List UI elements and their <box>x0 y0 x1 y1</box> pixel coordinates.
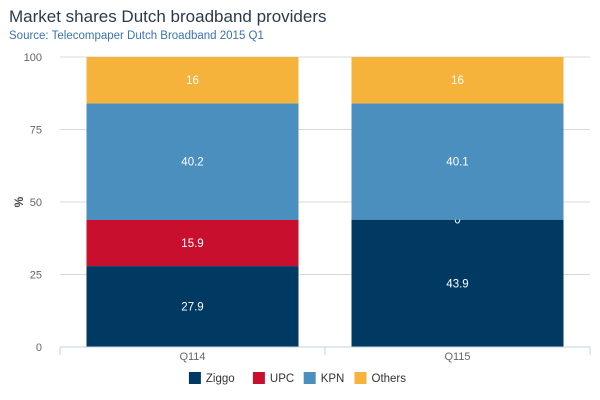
y-axis-title: % <box>12 196 26 207</box>
bar-segment-others <box>86 57 299 104</box>
legend-swatch-others <box>354 372 367 384</box>
bar-segment-ziggo <box>86 266 299 347</box>
data-label: 16 <box>451 75 464 87</box>
data-label: 15.9 <box>181 238 203 250</box>
legend-label-upc: UPC <box>270 373 294 385</box>
legend-label-kpn: KPN <box>321 373 345 385</box>
legend-swatch-kpn <box>303 372 316 384</box>
data-label: 0 <box>454 215 460 227</box>
legend-label-ziggo: Ziggo <box>206 373 235 385</box>
bar-segment-others <box>351 57 564 104</box>
legend-swatch-ziggo <box>188 372 201 384</box>
chart-title: Market shares Dutch broadband providers <box>9 7 327 26</box>
bar-segment-kpn <box>351 103 564 220</box>
y-tick-label: 25 <box>30 270 42 282</box>
bar-segment-upc <box>86 219 299 267</box>
x-tick-label: Q114 <box>179 351 205 363</box>
chart-subtitle: Source: Telecompaper Dutch Broadband 201… <box>9 30 264 42</box>
bar-segment-ziggo <box>351 219 564 347</box>
data-label: 27.9 <box>181 302 203 314</box>
y-tick-label: 100 <box>24 52 42 64</box>
x-tick-label: Q115 <box>444 351 470 363</box>
y-tick-label: 75 <box>30 125 42 137</box>
data-label: 16 <box>186 75 199 87</box>
data-label: 43.9 <box>446 278 468 290</box>
y-tick-label: 0 <box>36 342 42 354</box>
data-label: 40.1 <box>446 157 468 169</box>
data-label: 40.2 <box>181 157 203 169</box>
legend-swatch-upc <box>252 372 265 384</box>
legend-label-others: Others <box>372 373 407 385</box>
y-tick-label: 50 <box>30 197 42 209</box>
bar-segment-kpn <box>86 103 299 220</box>
